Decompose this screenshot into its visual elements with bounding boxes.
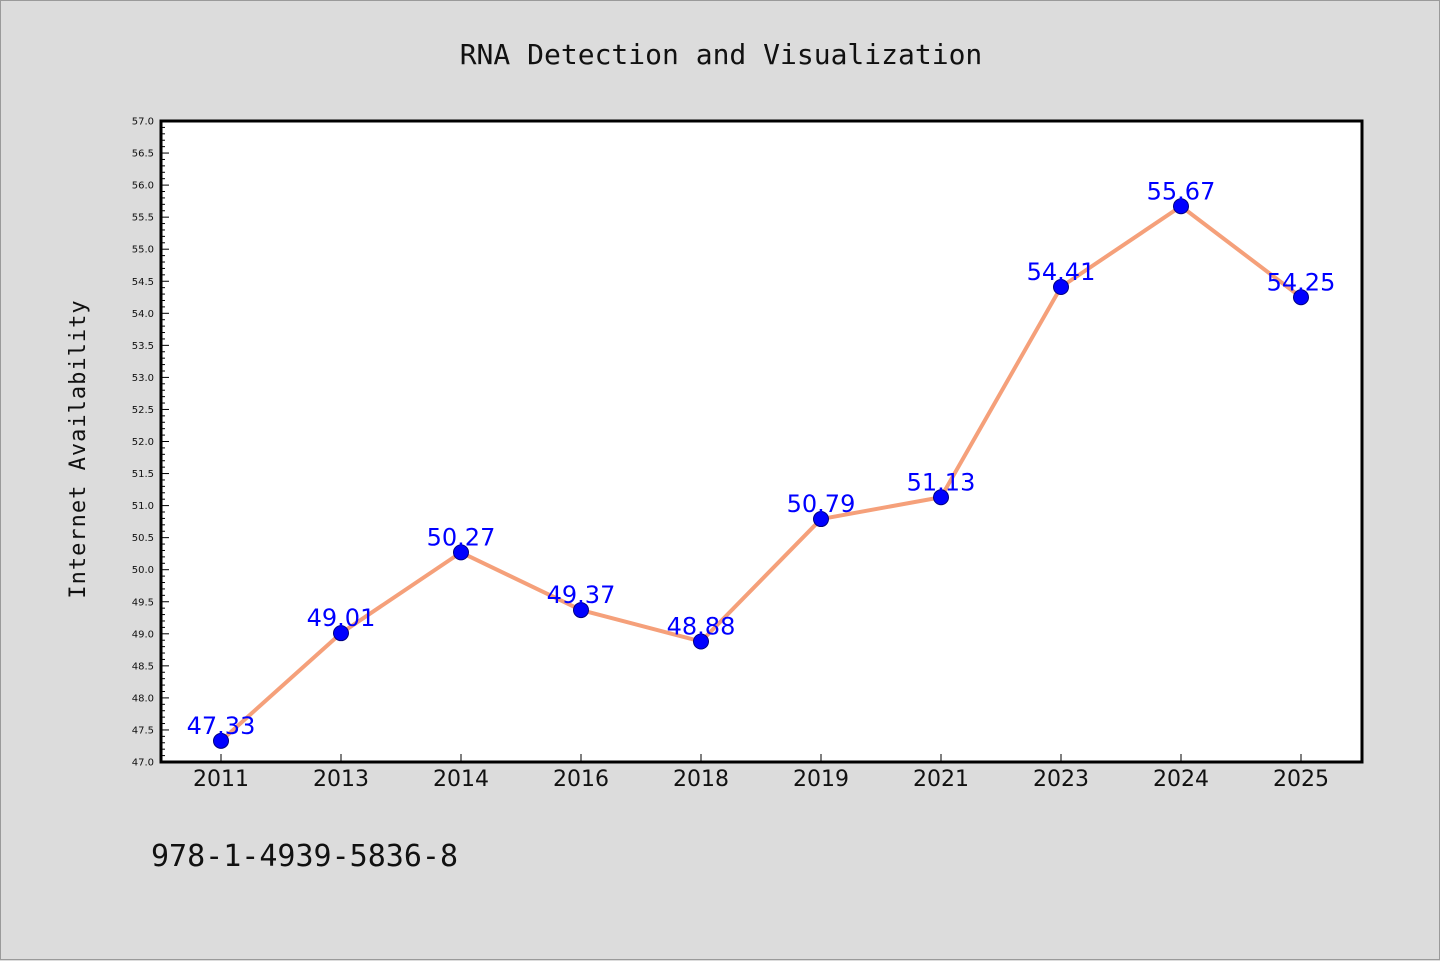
y-tick-label: 56.5 xyxy=(132,149,154,160)
y-tick-label: 54.0 xyxy=(132,309,154,320)
data-label: 47.33 xyxy=(187,712,256,740)
data-label: 51.13 xyxy=(907,468,976,496)
data-label: 49.01 xyxy=(307,604,376,632)
x-tick-label: 2021 xyxy=(913,767,969,792)
y-tick-label: 49.0 xyxy=(132,629,154,640)
data-point-marker xyxy=(333,625,349,642)
data-point-marker xyxy=(213,732,229,749)
y-tick-label: 53.0 xyxy=(132,373,154,384)
data-label: 48.88 xyxy=(667,612,736,640)
data-point-marker xyxy=(933,489,949,506)
y-axis-label: Internet Availability xyxy=(66,299,91,598)
data-point-marker xyxy=(1173,198,1189,215)
y-tick-label: 49.5 xyxy=(132,597,154,608)
series-line-group xyxy=(219,204,1303,743)
y-tick-label: 51.0 xyxy=(132,501,154,512)
x-tick-label: 2011 xyxy=(193,767,249,792)
x-tick-label: 2014 xyxy=(433,767,489,792)
data-label: 49.37 xyxy=(547,581,616,609)
data-label: 55.67 xyxy=(1147,177,1216,205)
x-tick-label: 2025 xyxy=(1273,767,1329,792)
y-tick-label: 55.5 xyxy=(132,213,154,224)
footer-text: 978-1-4939-5836-8 xyxy=(151,839,458,874)
y-tick-label: 52.0 xyxy=(132,437,154,448)
y-tick-label: 47.0 xyxy=(132,758,154,769)
y-tick-label: 55.0 xyxy=(132,245,154,256)
y-tick-label: 51.5 xyxy=(132,469,154,480)
y-tick-label: 48.5 xyxy=(132,661,154,672)
data-label: 54.25 xyxy=(1267,268,1336,296)
data-point-marker xyxy=(573,602,589,619)
data-label: 50.27 xyxy=(427,523,496,551)
y-tick-label: 50.5 xyxy=(132,533,154,544)
x-tick-label: 2023 xyxy=(1033,767,1089,792)
y-tick-label: 57.0 xyxy=(132,117,154,128)
y-tick-label: 48.0 xyxy=(132,693,154,704)
y-tick-label: 52.5 xyxy=(132,405,154,416)
y-tick-label: 56.0 xyxy=(132,181,154,192)
data-point-marker xyxy=(813,511,829,528)
x-tick-label: 2019 xyxy=(793,767,849,792)
y-tick-label: 53.5 xyxy=(132,341,154,352)
y-tick-label: 54.5 xyxy=(132,277,154,288)
y-tick-label: 47.5 xyxy=(132,725,154,736)
data-point-marker xyxy=(453,544,469,561)
data-label: 54.41 xyxy=(1027,258,1096,286)
x-tick-label: 2013 xyxy=(313,767,369,792)
x-axis-ticks: 2011 2013 2014 2016 2018 2019 2021 2023 2024 2025 xyxy=(193,754,1329,792)
plot-border xyxy=(159,119,1364,764)
y-tick-label: 50.0 xyxy=(132,565,154,576)
x-tick-label: 2024 xyxy=(1153,767,1209,792)
plot-area xyxy=(161,121,1362,762)
data-labels-group: 47.33 49.01 50.27 49.37 48.88 50.79 51.13 54.41… xyxy=(187,177,1336,740)
data-point-marker xyxy=(693,633,709,650)
chart-title: RNA Detection and Visualization xyxy=(460,38,983,71)
x-tick-label: 2018 xyxy=(673,767,729,792)
data-point-marker xyxy=(1053,279,1069,296)
data-point-marker xyxy=(1293,289,1309,306)
data-label: 50.79 xyxy=(787,490,856,518)
series-line xyxy=(219,204,1303,743)
x-tick-label: 2016 xyxy=(553,767,609,792)
markers-group xyxy=(213,198,1309,749)
